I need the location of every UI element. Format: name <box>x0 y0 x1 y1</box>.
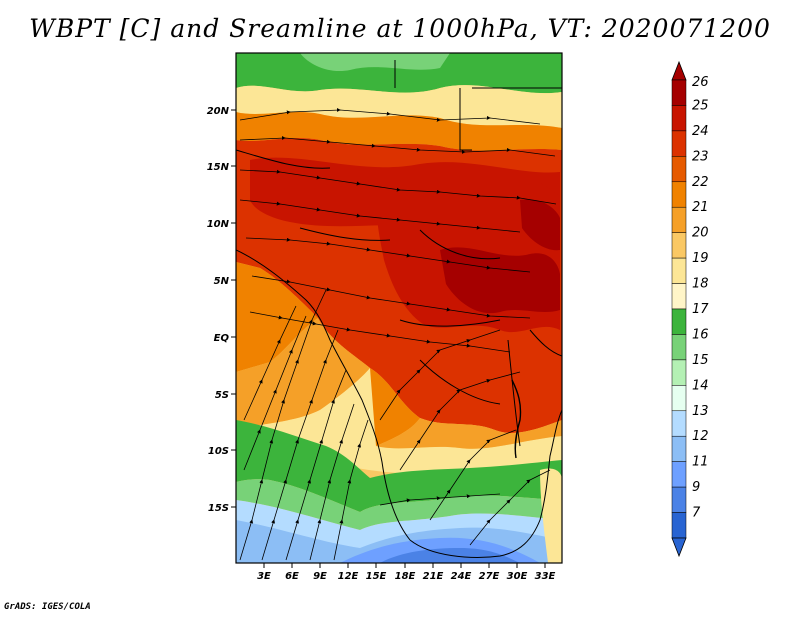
lat-label: 10N <box>207 219 230 230</box>
colorbar-label: 16 <box>692 327 709 342</box>
colorbar-segment <box>671 105 687 132</box>
colorbar-segment <box>671 512 687 539</box>
colorbar-segment <box>671 385 687 412</box>
colorbar-segment <box>671 410 687 437</box>
colorbar-bottom-arrow <box>671 537 687 558</box>
colorbar-label: 17 <box>692 302 709 317</box>
colorbar-label: 19 <box>692 251 709 266</box>
colorbar-label: 25 <box>692 98 709 113</box>
colorbar-segment <box>671 130 687 157</box>
grads-credit: GrADS: IGES/COLA <box>4 602 91 612</box>
map-title: WBPT [C] and Sreamline at 1000hPa, VT: 2… <box>29 14 771 43</box>
colorbar-segment <box>671 435 687 462</box>
lat-label: 5S <box>215 390 229 401</box>
colorbar-segment <box>671 283 687 310</box>
lat-label: 10S <box>208 446 229 457</box>
colorbar-label: 11 <box>692 455 709 470</box>
colorbar-label: 26 <box>692 75 709 90</box>
lon-label: 18E <box>395 571 416 582</box>
lat-label: EQ <box>214 333 230 344</box>
colorbar: 26 25 24 23 22 21 20 19 18 17 16 15 14 13 12 11 9 7 <box>671 60 709 558</box>
colorbar-segment <box>671 308 687 335</box>
colorbar-segment <box>671 486 687 513</box>
lon-label: 21E <box>423 571 444 582</box>
longitude-axis: 3E 6E 9E 12E 15E 18E 21E 24E 27E 30E 33E <box>257 563 556 582</box>
lon-label: 30E <box>507 571 528 582</box>
lon-label: 6E <box>285 571 299 582</box>
colorbar-segment <box>671 461 687 488</box>
lon-label: 24E <box>451 571 472 582</box>
colorbar-label: 23 <box>692 149 709 164</box>
colorbar-segment <box>671 359 687 386</box>
lat-label: 15N <box>207 162 230 173</box>
lon-label: 33E <box>535 571 556 582</box>
colorbar-label: 9 <box>692 480 700 495</box>
lon-label: 27E <box>479 571 500 582</box>
colorbar-segment <box>671 257 687 284</box>
latitude-axis: 20N 15N 10N 5N EQ 5S 10S 15S <box>207 106 236 514</box>
colorbar-label: 24 <box>692 124 709 139</box>
colorbar-label: 21 <box>692 200 709 215</box>
colorbar-segment <box>671 79 687 106</box>
lat-label: 20N <box>207 106 230 117</box>
lat-label: 5N <box>214 276 230 287</box>
colorbar-segment <box>671 232 687 259</box>
colorbar-label: 18 <box>692 277 709 292</box>
lon-label: 12E <box>338 571 359 582</box>
lon-label: 9E <box>313 571 327 582</box>
colorbar-label: 15 <box>692 353 709 368</box>
colorbar-label: 7 <box>692 506 701 521</box>
wbpt-field <box>236 53 562 563</box>
colorbar-label: 22 <box>692 175 709 190</box>
colorbar-segment <box>671 156 687 183</box>
colorbar-segment <box>671 334 687 361</box>
lon-label: 15E <box>366 571 387 582</box>
colorbar-label: 13 <box>692 404 709 419</box>
colorbar-segment <box>671 206 687 233</box>
colorbar-top-arrow <box>671 60 687 81</box>
lon-label: 3E <box>257 571 271 582</box>
streamlines <box>239 107 557 561</box>
colorbar-label: 20 <box>692 226 709 241</box>
colorbar-label: 14 <box>692 378 709 393</box>
colorbar-label: 12 <box>692 429 709 444</box>
lat-label: 15S <box>208 503 229 514</box>
map-frame <box>235 52 563 564</box>
colorbar-segment <box>671 181 687 208</box>
